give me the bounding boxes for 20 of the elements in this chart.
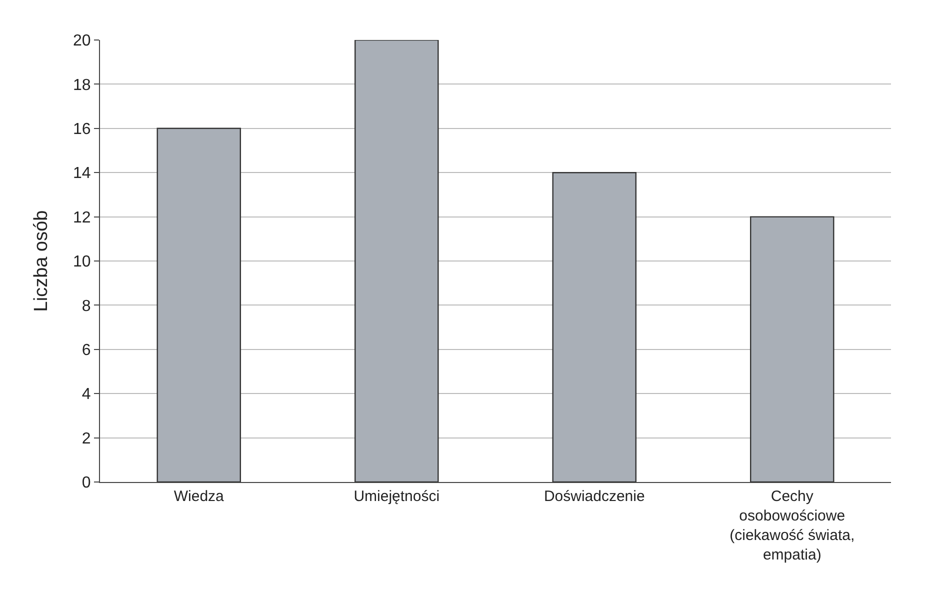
y-tick-label: 4 xyxy=(82,386,91,404)
y-axis-title: Liczba osób xyxy=(30,210,52,312)
y-tick-label: 2 xyxy=(82,430,91,448)
bar xyxy=(156,128,241,482)
bar xyxy=(354,40,439,482)
y-tick-label: 10 xyxy=(73,254,91,271)
x-tick-label: Wiedza xyxy=(174,488,225,505)
x-tick-label: Cechy osobowościowe (ciekawość świata, empatia) xyxy=(730,488,855,564)
y-tick-label: 6 xyxy=(82,342,91,359)
y-tick-label: 8 xyxy=(82,298,91,315)
y-tick-label: 18 xyxy=(73,76,91,94)
y-tick-label: 20 xyxy=(73,32,91,50)
bar xyxy=(552,172,636,482)
x-tick-label: Umiejętności xyxy=(354,488,440,505)
y-tick-label: 0 xyxy=(82,474,91,492)
y-tick-label: 12 xyxy=(73,209,91,226)
x-tick-label: Doświadczenie xyxy=(544,488,645,505)
bar xyxy=(750,216,834,482)
y-tick-label: 14 xyxy=(73,165,91,182)
y-tick-label: 16 xyxy=(73,121,91,138)
